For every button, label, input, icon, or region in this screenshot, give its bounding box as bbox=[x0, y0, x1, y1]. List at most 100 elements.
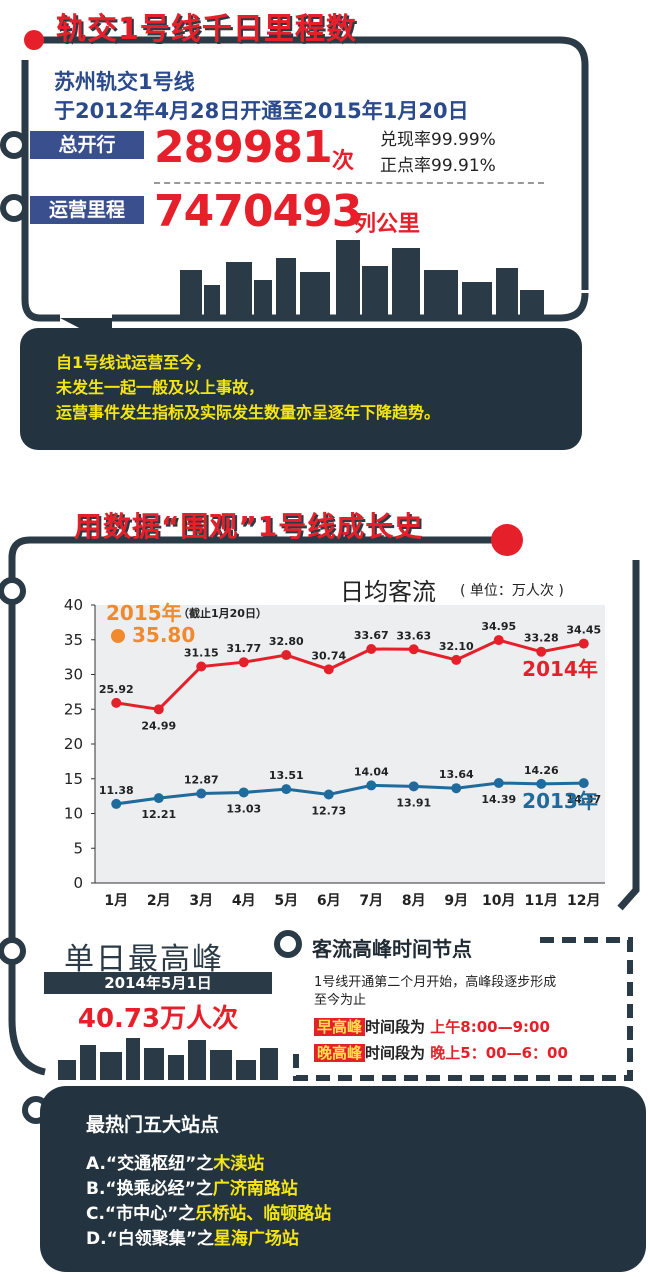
data-label: 11.38 bbox=[99, 784, 134, 797]
stations-box: 最热门五大站点 A.“交通枢纽”之木渎站 B.“换乘必经”之广济南路站 C.“市… bbox=[40, 1086, 646, 1272]
station-prefix: C.“市中心”之 bbox=[86, 1204, 196, 1224]
peak-time-title: 客流高峰时间节点 bbox=[312, 937, 472, 961]
note-line: 运营事件发生指标及实际发生数量亦呈逐年下降趋势。 bbox=[56, 403, 441, 422]
station-name: 木渎站 bbox=[213, 1154, 265, 1174]
peak-day-date: 2014年5月1日 bbox=[44, 972, 272, 994]
note-line: 未发生一起一般及以上事故， bbox=[56, 378, 265, 397]
annotation-year: 2015年 bbox=[106, 601, 182, 625]
data-point bbox=[196, 788, 207, 799]
data-point bbox=[493, 777, 504, 788]
data-point bbox=[323, 664, 334, 675]
data-point bbox=[281, 784, 292, 795]
data-label: 12.73 bbox=[311, 805, 346, 818]
annotation-point bbox=[111, 629, 125, 643]
station-prefix: D.“白领聚集”之 bbox=[86, 1229, 214, 1249]
x-tick-label: 2月 bbox=[147, 893, 171, 909]
station-item: A.“交通枢纽”之木渎站 bbox=[86, 1152, 331, 1177]
data-point bbox=[196, 661, 207, 672]
y-tick-label: 35 bbox=[64, 631, 83, 649]
mileage-label: 运营里程 bbox=[30, 196, 144, 224]
divider bbox=[154, 182, 544, 184]
data-label: 13.03 bbox=[226, 802, 261, 815]
data-label: 31.15 bbox=[184, 647, 219, 660]
data-point bbox=[111, 697, 122, 708]
data-label: 34.45 bbox=[566, 624, 601, 637]
data-point bbox=[153, 793, 164, 804]
total-runs-unit: 次 bbox=[332, 149, 355, 174]
morning-peak-mid: 时间段为 bbox=[365, 1018, 426, 1036]
x-tick-label: 7月 bbox=[359, 893, 383, 909]
data-point bbox=[536, 778, 547, 789]
data-label: 14.39 bbox=[481, 793, 516, 806]
y-tick-label: 25 bbox=[64, 700, 83, 718]
data-point bbox=[578, 778, 589, 789]
mileage-unit: 列公里 bbox=[354, 212, 421, 237]
data-label: 13.91 bbox=[396, 796, 431, 809]
station-item: B.“换乘必经”之广济南路站 bbox=[86, 1177, 331, 1202]
skyline-2 bbox=[58, 1038, 278, 1080]
chart-unit: ( 单位：万人次 ) bbox=[460, 583, 564, 599]
ridership-chart: 0 5 10 15 20 25 30 35 40 1月 2月 3月 4月 5月 6月 7月 8月 9月 10月 11月… bbox=[64, 596, 605, 909]
annotation-note: （截止1月20日） bbox=[178, 606, 267, 620]
data-label: 12.21 bbox=[141, 808, 176, 821]
data-point bbox=[366, 780, 377, 791]
section1-subtitle-line2: 于2012年4月28日开通至2015年1月20日 bbox=[54, 99, 469, 123]
y-tick-label: 15 bbox=[64, 770, 83, 788]
y-tick-label: 10 bbox=[64, 805, 83, 823]
station-prefix: A.“交通枢纽”之 bbox=[86, 1154, 214, 1174]
series-line bbox=[116, 781, 584, 806]
morning-peak-time: 上午8:00—9:00 bbox=[430, 1018, 550, 1036]
data-label: 33.63 bbox=[396, 629, 431, 642]
y-tick-label: 20 bbox=[64, 735, 83, 753]
data-point bbox=[238, 657, 249, 668]
peak-day-value: 40.73万人次 bbox=[77, 1004, 239, 1034]
station-name: 乐桥站、临顿路站 bbox=[195, 1204, 332, 1224]
data-point bbox=[153, 704, 164, 715]
total-runs-label: 总开行 bbox=[30, 131, 144, 159]
data-point bbox=[238, 787, 249, 798]
data-point bbox=[366, 643, 377, 654]
stations-title: 最热门五大站点 bbox=[86, 1114, 220, 1136]
x-tick-label: 11月 bbox=[525, 893, 558, 909]
series-name-label: 2014年 bbox=[522, 657, 598, 681]
chart-title: 日均客流 bbox=[340, 578, 436, 606]
x-tick-label: 9月 bbox=[444, 893, 468, 909]
data-point bbox=[578, 638, 589, 649]
plot-area bbox=[95, 605, 605, 883]
data-point bbox=[281, 650, 292, 661]
morning-peak-tag: 早高峰 bbox=[314, 1018, 366, 1036]
data-label: 24.99 bbox=[141, 719, 176, 732]
data-label: 13.64 bbox=[439, 768, 474, 781]
data-label: 32.80 bbox=[269, 635, 304, 648]
y-tick-label: 30 bbox=[64, 666, 83, 684]
title-dot-2 bbox=[491, 524, 523, 556]
x-tick-label: 10月 bbox=[482, 893, 515, 909]
y-tick-label: 5 bbox=[73, 839, 83, 857]
total-runs-value: 289981 bbox=[154, 122, 333, 173]
section1-title: 轨交1号线千日里程数 bbox=[56, 12, 357, 47]
station-item: C.“市中心”之乐桥站、临顿路站 bbox=[86, 1202, 331, 1227]
mileage-value: 7470493 bbox=[154, 186, 362, 237]
note-line: 自1号线试运营至今， bbox=[56, 353, 212, 372]
data-label: 25.92 bbox=[99, 683, 134, 696]
data-label: 33.28 bbox=[524, 632, 559, 645]
evening-peak-mid: 时间段为 bbox=[365, 1044, 426, 1062]
evening-peak-tag: 晚高峰 bbox=[314, 1044, 366, 1062]
data-label: 33.67 bbox=[354, 629, 389, 642]
evening-peak-row: 晚高峰 时间段为 晚上5：00—6：00 bbox=[314, 1040, 568, 1066]
data-label: 13.51 bbox=[269, 769, 304, 782]
x-tick-label: 1月 bbox=[104, 893, 128, 909]
data-point bbox=[451, 654, 462, 665]
data-label: 31.77 bbox=[226, 642, 261, 655]
peak-time-desc-1: 1号线开通第二个月开始，高峰段逐步形成 bbox=[314, 975, 557, 990]
section2-title: 用数据“围观”1号线成长史 bbox=[74, 510, 424, 543]
x-tick-label: 8月 bbox=[402, 893, 426, 909]
annotation-value: 35.80 bbox=[132, 623, 195, 647]
data-label: 32.10 bbox=[439, 640, 474, 653]
data-label: 34.95 bbox=[481, 620, 516, 633]
series-line bbox=[116, 638, 585, 711]
data-point bbox=[408, 781, 419, 792]
data-label: 14.37 bbox=[566, 793, 601, 806]
peak-day-title: 单日最高峰 bbox=[64, 942, 224, 977]
station-name: 星海广场站 bbox=[213, 1229, 299, 1249]
